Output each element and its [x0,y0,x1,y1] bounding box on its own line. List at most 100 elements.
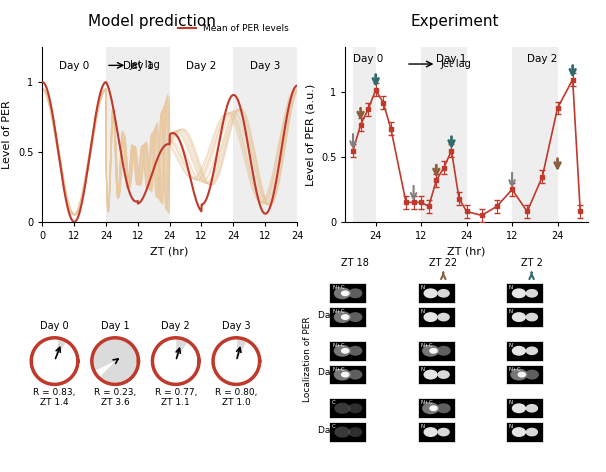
Text: Model prediction: Model prediction [87,14,216,29]
Text: N+C: N+C [332,309,345,314]
Circle shape [334,345,351,357]
Text: Day 2: Day 2 [318,426,344,435]
Bar [506,398,543,418]
Circle shape [334,287,351,299]
Circle shape [512,427,526,437]
Text: ZT 18: ZT 18 [341,258,369,268]
Bar [418,307,454,327]
Text: Day 3: Day 3 [222,321,251,331]
Bar [506,365,543,385]
Circle shape [334,369,351,380]
Text: R = 0.77,
ZT 1.1: R = 0.77, ZT 1.1 [155,388,197,407]
Circle shape [341,290,350,296]
Text: Day 3: Day 3 [250,61,281,71]
Bar [330,341,367,361]
Circle shape [348,288,362,298]
Text: Day 1: Day 1 [318,368,344,377]
Text: N: N [421,309,425,314]
Wedge shape [55,339,66,361]
Text: N+C: N+C [332,286,345,290]
Circle shape [422,402,439,414]
Text: N+C: N+C [509,367,521,371]
Circle shape [348,403,362,413]
Circle shape [436,346,451,356]
Text: Localization of PER: Localization of PER [303,316,312,402]
Circle shape [438,370,450,379]
Circle shape [348,312,362,322]
Bar [418,422,454,442]
Text: Day 1: Day 1 [122,61,153,71]
Circle shape [335,427,350,438]
Text: R = 0.83,
ZT 1.4: R = 0.83, ZT 1.4 [33,388,76,407]
Text: N+C: N+C [332,343,345,348]
Text: Day 0: Day 0 [40,321,69,331]
Circle shape [438,428,450,437]
Y-axis label: Level of PER: Level of PER [2,100,13,169]
Bar [330,422,367,442]
Text: Day 2: Day 2 [527,54,558,64]
Circle shape [525,428,538,437]
Bar [418,341,454,361]
Circle shape [525,404,538,413]
Bar [506,307,543,327]
Text: Day 0: Day 0 [318,311,344,320]
Text: C: C [332,400,336,405]
Bar [506,341,543,361]
Circle shape [334,311,351,323]
Circle shape [424,288,438,298]
Text: C: C [332,424,336,429]
Bar [418,398,454,418]
Bar [506,283,543,303]
Bar [330,365,367,385]
Text: ZT 22: ZT 22 [429,258,458,268]
Bar [418,283,454,303]
Bar [512,47,558,222]
Bar [506,422,543,442]
Text: Day 2: Day 2 [161,321,190,331]
Circle shape [429,348,438,354]
Circle shape [341,371,350,378]
Bar [421,47,467,222]
Bar [330,398,367,418]
Circle shape [341,314,350,320]
Circle shape [438,289,450,298]
Text: N: N [509,343,513,348]
Circle shape [424,370,438,379]
Circle shape [436,403,451,413]
Text: N: N [509,286,513,290]
Wedge shape [236,339,247,361]
Circle shape [525,313,538,321]
Legend: Mean of PER levels: Mean of PER levels [174,20,293,36]
Circle shape [525,346,538,355]
Circle shape [348,370,362,379]
Text: N+C: N+C [421,400,433,405]
Text: N: N [509,400,513,405]
Text: Day 2: Day 2 [186,61,217,71]
Wedge shape [176,339,187,361]
Text: Day 0: Day 0 [353,54,383,64]
X-axis label: ZT (hr): ZT (hr) [150,246,189,256]
Wedge shape [93,339,138,383]
Text: Jet lag: Jet lag [440,59,471,69]
Circle shape [424,312,438,322]
Circle shape [512,346,526,356]
Circle shape [512,312,526,322]
Circle shape [525,289,538,298]
X-axis label: ZT (hr): ZT (hr) [447,246,486,256]
Text: Day 0: Day 0 [59,61,89,71]
Bar [330,283,367,303]
Circle shape [348,427,362,437]
Text: Jet lag: Jet lag [130,60,161,70]
Text: R = 0.80,
ZT 1.0: R = 0.80, ZT 1.0 [215,388,258,407]
Bar [106,47,170,222]
Circle shape [341,348,350,354]
Text: Experiment: Experiment [410,14,499,29]
Text: R = 0.23,
ZT 3.6: R = 0.23, ZT 3.6 [94,388,136,407]
Circle shape [510,369,527,380]
Text: N+C: N+C [332,367,345,371]
Bar [330,307,367,327]
Text: Day 1: Day 1 [436,54,467,64]
Circle shape [512,403,526,413]
Text: N: N [421,286,425,290]
Circle shape [525,370,539,379]
